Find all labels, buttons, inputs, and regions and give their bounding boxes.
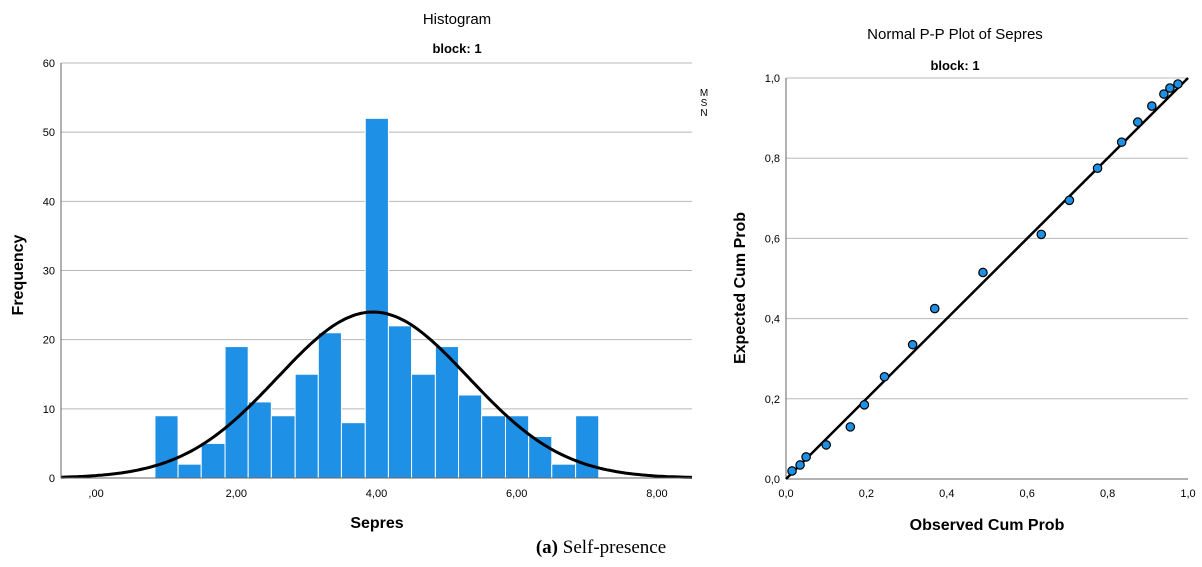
pp-plot-y-tick-label: 1,0 — [765, 73, 780, 85]
histogram-bar — [387, 325, 413, 479]
histogram-stats-label: M — [700, 88, 708, 99]
histogram-y-axis-label: Frequency — [10, 234, 27, 315]
histogram-bar — [317, 332, 342, 479]
pp-plot-y-tick-label: 0,0 — [765, 474, 780, 486]
histogram-subtitle: block: 1 — [432, 41, 481, 56]
pp-plot-x-tick-label: 0,6 — [1020, 488, 1035, 500]
pp-plot-y-axis-label: Expected Cum Prob — [732, 212, 749, 364]
histogram-x-tick-labels: ,00 2,00 4,00 6,00 8,00 — [88, 488, 667, 500]
pp-plot-y-tick-label: 0,4 — [765, 314, 780, 326]
histogram-y-tick-label: 20 — [43, 335, 55, 347]
histogram-bar — [364, 117, 389, 479]
pp-data-point — [1159, 89, 1169, 99]
pp-data-point — [1116, 137, 1127, 147]
pp-plot-x-tick-label: 0,0 — [778, 488, 793, 500]
histogram-bar — [458, 394, 483, 479]
histogram-bar — [177, 463, 202, 479]
histogram-bar — [434, 346, 460, 479]
histogram-bar — [575, 415, 600, 479]
caption-label: (a) — [535, 537, 558, 558]
histogram-bar — [411, 373, 436, 479]
pp-data-point — [801, 452, 811, 462]
histogram-stats-label: S — [701, 98, 708, 109]
pp-plot-axes — [785, 78, 1188, 480]
pp-data-point — [845, 422, 856, 432]
histogram-y-tick-label: 0 — [49, 473, 55, 485]
pp-data-point — [1092, 163, 1103, 174]
pp-data-point — [821, 440, 831, 450]
pp-plot-y-tick-label: 0,6 — [765, 233, 780, 245]
pp-plot-subtitle: block: 1 — [930, 58, 979, 73]
histogram-panel: Histogram block: 1 0 10 20 30 40 50 60 ,00 2,00… — [10, 11, 708, 532]
histogram-y-tick-label: 10 — [43, 404, 55, 416]
histogram-axes — [60, 63, 692, 479]
histogram-bar — [154, 415, 179, 479]
pp-data-point — [978, 267, 988, 278]
histogram-y-tick-labels: 0 10 20 30 40 50 60 — [43, 58, 55, 485]
normal-curve — [60, 310, 693, 479]
histogram-x-tick-label: 2,00 — [226, 488, 247, 500]
histogram-stats-legend: MSN — [700, 88, 708, 119]
pp-plot-title: Normal P-P Plot of Sepres — [867, 26, 1043, 43]
histogram-y-tick-label: 60 — [43, 58, 55, 70]
histogram-bar — [551, 463, 577, 479]
histogram-stats-label: N — [700, 108, 707, 119]
histogram-bar — [200, 442, 226, 479]
pp-plot-y-tick-label: 0,8 — [765, 153, 780, 165]
pp-data-point — [1036, 229, 1047, 240]
pp-data-point — [859, 400, 870, 410]
pp-data-point — [787, 466, 797, 476]
histogram-bar — [247, 401, 272, 479]
histogram-x-tick-label: 8,00 — [646, 488, 667, 500]
pp-data-point — [907, 339, 918, 350]
histogram-x-axis-label: Sepres — [350, 515, 403, 532]
pp-reference-line — [785, 77, 1189, 480]
pp-plot-x-tick-label: 0,4 — [939, 488, 954, 500]
histogram-y-tick-label: 40 — [43, 196, 55, 208]
figure-caption: (a) Self-presence — [0, 537, 1202, 559]
pp-data-point — [879, 371, 890, 382]
pp-data-point — [1147, 101, 1157, 111]
histogram-x-tick-label: 4,00 — [366, 488, 387, 500]
pp-data-point — [795, 460, 805, 470]
pp-plot-x-tick-label: 0,8 — [1100, 488, 1115, 500]
pp-plot-x-tick-label: 1,0 — [1180, 488, 1195, 500]
pp-data-point — [1064, 195, 1075, 206]
histogram-bar — [270, 415, 296, 479]
pp-plot-panel: Normal P-P Plot of Sepres block: 1 0,00,… — [732, 26, 1196, 534]
pp-data-point — [1132, 117, 1143, 127]
histogram-bar — [481, 415, 507, 479]
histogram-bar — [340, 422, 366, 479]
caption-text: Self-presence — [558, 537, 667, 558]
histogram-bar — [294, 373, 319, 479]
pp-plot-x-tick-label: 0,2 — [859, 488, 874, 500]
pp-plot-y-tick-labels: 0,0 0,2 0,4 0,6 0,8 1,0 — [765, 73, 780, 486]
pp-data-point — [1165, 83, 1175, 93]
pp-data-point — [1173, 79, 1183, 89]
pp-plot-gridlines — [786, 77, 1188, 400]
histogram-title: Histogram — [423, 11, 491, 28]
pp-plot-x-axis-label: Observed Cum Prob — [910, 517, 1065, 534]
pp-plot-y-tick-label: 0,2 — [765, 394, 780, 406]
histogram-bars — [154, 117, 600, 479]
histogram-y-tick-label: 30 — [43, 266, 55, 278]
pp-plot-points — [787, 79, 1183, 476]
histogram-x-tick-label: 6,00 — [506, 488, 527, 500]
pp-data-point — [929, 303, 940, 314]
histogram-y-tick-label: 50 — [43, 127, 55, 139]
pp-plot-x-tick-labels: 0,0 0,2 0,4 0,6 0,8 1,0 — [778, 488, 1195, 500]
histogram-x-tick-label: ,00 — [88, 488, 103, 500]
